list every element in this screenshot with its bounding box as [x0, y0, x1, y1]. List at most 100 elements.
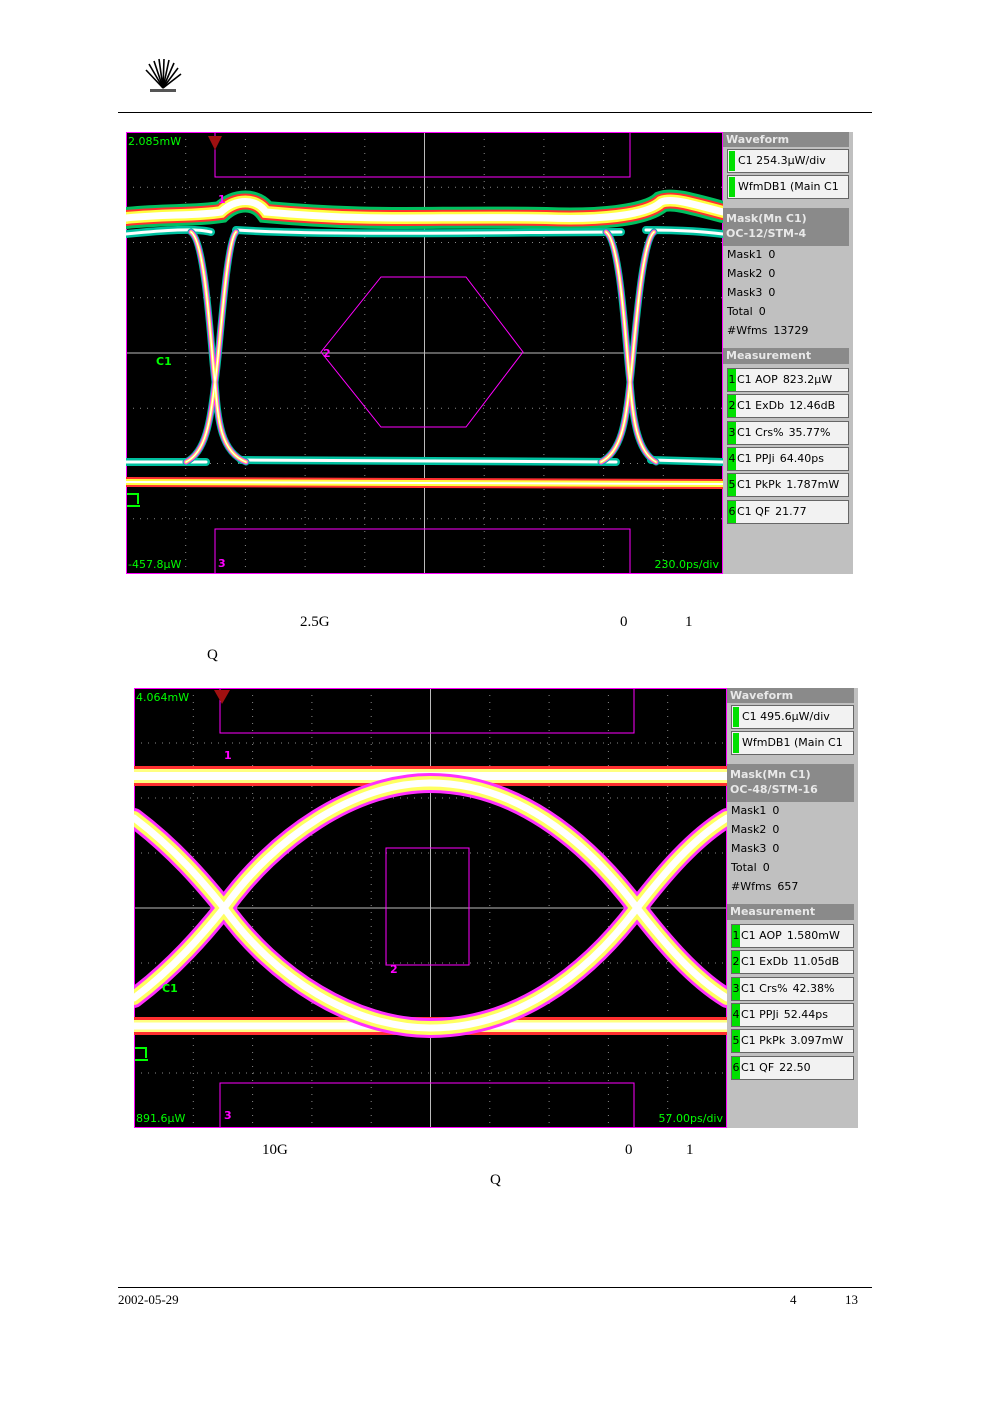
mask-name: Mask1 — [731, 804, 767, 817]
caption-text: Q — [490, 1172, 501, 1188]
channel-label: C1 — [162, 982, 178, 995]
measurement-label: C1 Crs% — [737, 425, 784, 439]
measurement-value: 64.40ps — [779, 451, 824, 465]
mask-value: 0 — [772, 823, 780, 836]
waveform-text: WfmDB1 (Main C1 — [742, 736, 843, 749]
mask-name: Mask3 — [731, 842, 767, 855]
panel-header: Mask(Mn C1) OC-48/STM-16 — [727, 764, 854, 802]
measurement-number: 5 — [728, 474, 736, 497]
waveform-text: C1 495.6µW/div — [742, 710, 830, 723]
measurement-item: 2 C1 ExDb 12.46dB — [727, 394, 849, 419]
mask-value: 0 — [762, 861, 770, 874]
caption-text: 2.5G — [300, 614, 330, 630]
mask-value: 0 — [768, 248, 776, 261]
measurement-number: 6 — [728, 500, 736, 523]
mask-row: Total 0 — [727, 858, 770, 877]
measurement-label: C1 QF — [741, 1060, 775, 1074]
mask-name: Total — [731, 861, 757, 874]
measurement-label: C1 PPJi — [737, 451, 775, 465]
mask-marker: 3 — [218, 557, 226, 570]
mask-row: Mask1 0 — [727, 801, 779, 820]
measurement-value: 1.580mW — [786, 929, 840, 942]
waveform-text: WfmDB1 (Main C1 — [738, 180, 839, 193]
panel-header: Waveform — [723, 132, 849, 147]
measurement-value: 12.46dB — [789, 399, 836, 413]
bottom-label: -457.8µW — [128, 558, 181, 571]
mask-row: Mask2 0 — [727, 820, 779, 839]
mask-row: Mask1 0 — [723, 245, 775, 264]
measurement-value: 22.50 — [779, 1060, 811, 1074]
eye-trace — [185, 231, 657, 463]
waveform-item: WfmDB1 (Main C1 — [727, 175, 849, 199]
measurement-number: 3 — [728, 421, 736, 444]
panel-header: Mask(Mn C1) OC-12/STM-4 — [723, 208, 849, 246]
caption-text: Q — [207, 647, 218, 663]
eye-trace — [134, 779, 727, 1032]
panel-header: Waveform — [727, 688, 854, 703]
mask-row: #Wfms 657 — [727, 877, 798, 896]
mask-title: OC-48/STM-16 — [730, 783, 818, 796]
measurement-label: C1 PkPk — [741, 1034, 786, 1048]
trigger — [214, 690, 230, 704]
mask-value: 0 — [768, 286, 776, 299]
top-label: 2.085mW — [128, 135, 181, 148]
status-bar — [733, 707, 739, 727]
caption-text: 1 — [685, 614, 693, 630]
side-panel: Waveform C1 254.3µW/div WfmDB1 (Main C1 Mas… — [723, 132, 853, 574]
waveform-item: WfmDB1 (Main C1 — [731, 731, 854, 755]
measurement-value: 3.097mW — [790, 1034, 844, 1048]
mask-name: Mask2 — [727, 267, 763, 280]
mask-value: 0 — [772, 842, 780, 855]
mask-title: Mask(Mn C1) — [730, 768, 811, 781]
mask-value: 0 — [758, 305, 766, 318]
channel-label: C1 — [156, 355, 172, 368]
graticule-border — [126, 132, 723, 574]
mask-row: #Wfms 13729 — [723, 321, 808, 340]
measurement-item: 4 C1 PPJi 52.44ps — [731, 1002, 854, 1027]
mask-region — [320, 276, 524, 428]
caption-text: 10G — [262, 1142, 288, 1158]
panel-header: Measurement — [723, 348, 849, 364]
mask-marker: 3 — [224, 1109, 232, 1122]
mask-row: Total 0 — [723, 302, 766, 321]
measurement-value: 11.05dB — [793, 955, 840, 969]
mask-region — [219, 688, 635, 734]
measurement-value: 823.2µW — [782, 373, 833, 386]
measurement-value: 1.787mW — [786, 478, 840, 492]
bottom-label: 891.6µW — [136, 1112, 185, 1125]
ground-marker — [135, 1047, 148, 1061]
mask-region — [214, 132, 631, 178]
measurement-number: 1 — [728, 369, 736, 391]
measurement-item: 6 C1 QF 21.77 — [727, 499, 849, 524]
measurement-item: 2 C1 ExDb 11.05dB — [731, 950, 854, 975]
logo — [145, 58, 182, 92]
waveform-item: C1 495.6µW/div — [731, 705, 854, 729]
footer-rule — [118, 1287, 872, 1288]
ground-marker — [127, 493, 140, 507]
measurement-value: 42.38% — [792, 981, 835, 995]
status-bar — [729, 151, 735, 171]
measurement-label: C1 AOP — [741, 929, 782, 942]
timebase: 57.00ps/div — [659, 1112, 724, 1125]
mask-region — [214, 528, 631, 574]
mask-row: Mask2 0 — [723, 264, 775, 283]
footer-total: 13 — [845, 1292, 858, 1307]
mask-name: Mask3 — [727, 286, 763, 299]
measurement-item: 5 C1 PkPk 1.787mW — [727, 473, 849, 498]
eye-trace — [126, 458, 723, 464]
measurement-number: 2 — [728, 395, 736, 418]
caption-text: 1 — [686, 1142, 694, 1158]
caption-text: 0 — [620, 614, 628, 630]
measurement-label: C1 AOP — [737, 373, 778, 386]
measurement-number: 2 — [732, 951, 740, 974]
oscilloscope-display: 2.085mW -457.8µW 230.0ps/div C1 1 2 3 — [126, 132, 723, 574]
measurement-label: C1 Crs% — [741, 981, 788, 995]
mask-row: Mask3 0 — [727, 839, 779, 858]
waveform-text: C1 254.3µW/div — [738, 154, 826, 167]
mask-title: OC-12/STM-4 — [726, 227, 807, 240]
measurement-item: 5 C1 PkPk 3.097mW — [731, 1029, 854, 1054]
status-bar — [729, 177, 735, 197]
measurement-item: 3 C1 Crs% 42.38% — [731, 976, 854, 1001]
